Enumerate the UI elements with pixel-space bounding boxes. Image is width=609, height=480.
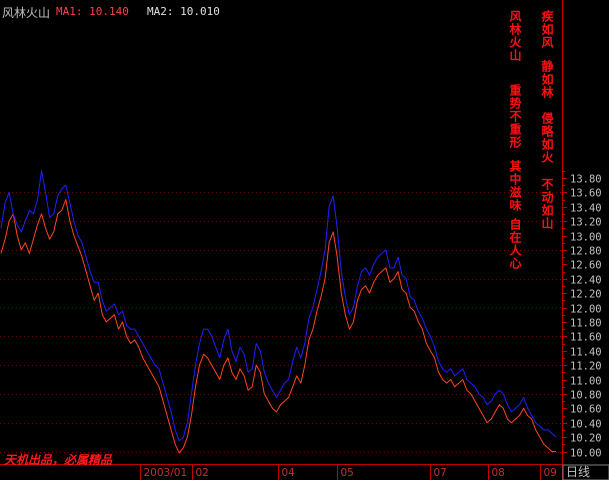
x-tick-label: 05	[341, 467, 354, 479]
y-tick-label: 11.60	[570, 332, 602, 344]
y-tick-label: 10.00	[570, 448, 602, 460]
y-tick-label: 13.40	[570, 203, 602, 215]
x-tick-label: 02	[196, 467, 209, 479]
series-line-ma2	[0, 170, 557, 442]
y-tick-label: 13.00	[570, 232, 602, 244]
poem-col-4: 自在人心	[508, 218, 522, 270]
indicator-title: 风林火山	[2, 6, 51, 20]
period-tab-box	[562, 464, 609, 480]
y-tick-label: 10.60	[570, 404, 602, 416]
y-axis: 10.00 10.20 10.40 10.60 10.80 11.00 11.20 11.40…	[562, 171, 602, 460]
y-tick-label: 12.80	[570, 246, 602, 258]
x-tick-label: 2003/01	[144, 467, 188, 479]
period-tab-daily[interactable]: 日线	[566, 465, 591, 479]
ma-lines	[0, 170, 557, 454]
y-tick-label: 13.20	[570, 217, 602, 229]
y-tick-label: 12.60	[570, 260, 602, 272]
x-tick-label: 07	[434, 467, 447, 479]
y-tick-label: 12.20	[570, 289, 602, 301]
ma2-readout: MA2: 10.010	[147, 5, 220, 18]
poem-col-2: 重势不重形	[508, 84, 522, 149]
x-tick-label: 04	[282, 467, 296, 479]
poem-col-8: 不动如山	[540, 178, 554, 230]
poem-col-5: 疾如风	[540, 10, 554, 49]
y-tick-label: 13.60	[570, 188, 602, 200]
series-line-ma1	[0, 199, 556, 454]
y-tick-label: 12.40	[570, 275, 602, 287]
x-axis: 2003/01 02 04 05 07 08 09	[140, 464, 557, 480]
chart-grid	[0, 192, 562, 453]
y-tick-label: 11.00	[570, 376, 602, 388]
y-tick-label: 10.20	[570, 433, 602, 445]
y-tick-label: 11.20	[570, 361, 602, 373]
poem-col-7: 侵略如火	[540, 112, 554, 164]
credit-text: 天机出品，必属精品	[4, 453, 113, 467]
poem-col-6: 静如林	[540, 60, 554, 99]
y-tick-label: 11.80	[570, 318, 602, 330]
ma1-readout: MA1: 10.140	[56, 5, 129, 18]
y-tick-label: 11.40	[570, 347, 602, 359]
y-tick-label: 10.40	[570, 419, 602, 431]
y-tick-label: 12.00	[570, 304, 602, 316]
x-tick-label: 09	[544, 467, 557, 479]
x-tick-label: 08	[492, 467, 505, 479]
y-tick-label: 13.80	[570, 174, 602, 186]
y-tick-label: 10.80	[570, 390, 602, 402]
poem-col-1: 风林火山	[508, 10, 522, 62]
poem-col-3: 其中滋味	[508, 160, 522, 212]
